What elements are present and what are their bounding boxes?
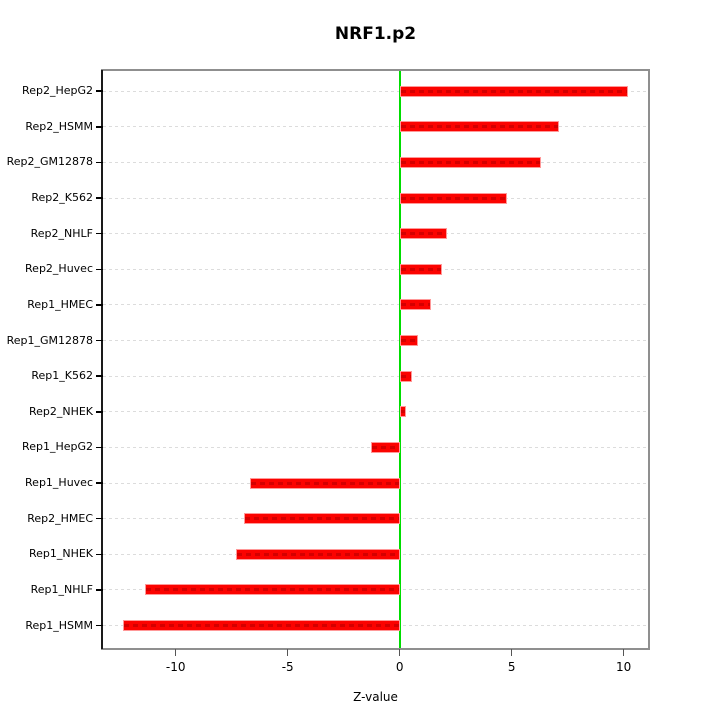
gridline [103,340,648,342]
y-axis-tick [96,482,103,484]
bar [399,228,447,240]
y-axis-tick [96,197,103,199]
bar [145,584,400,596]
y-tick-label: Rep2_NHEK [28,404,93,418]
bar-dash-pattern [250,481,399,485]
y-tick-label: Rep2_HepG2 [22,84,93,98]
bar [371,441,400,453]
y-tick-label: Rep1_GM12878 [6,333,93,347]
bar-dash-pattern [244,517,399,521]
bar [123,620,400,631]
x-axis-tick [622,649,625,656]
y-axis-tick [96,232,103,235]
bar-dash-pattern [400,374,411,378]
bar [243,513,400,525]
y-axis-tick [96,304,103,306]
x-tick-label: -10 [165,660,186,674]
y-axis-tick [96,339,103,342]
bar-dash-pattern [400,267,442,271]
y-axis-tick [96,90,103,92]
y-axis-tick [96,589,103,591]
bar-dash-pattern [400,89,628,93]
bar-dash-pattern [400,125,558,129]
x-axis-tick [286,649,289,656]
zero-line [398,71,401,648]
x-axis-tick [174,649,177,656]
bar-dash-pattern [400,232,446,236]
gridline [103,90,648,92]
bar [399,156,541,168]
y-axis-tick [96,375,103,377]
y-tick-label: Rep1_HSMM [25,618,93,632]
y-tick-label: Rep1_NHLF [30,582,93,596]
y-tick-label: Rep2_Huvec [25,262,93,276]
y-tick-label: Rep1_K562 [31,369,93,383]
bar-dash-pattern [400,196,507,200]
y-tick-label: Rep2_GM12878 [6,155,93,169]
x-axis-tick [398,649,401,656]
gridline [103,126,648,128]
y-axis-tick [96,624,103,627]
y-tick-label: Rep1_HMEC [27,297,93,311]
y-tick-label: Rep2_K562 [31,191,93,205]
plot-area [101,69,650,650]
bar [399,263,443,275]
y-tick-label: Rep1_Huvec [25,476,93,490]
y-axis-tick [96,517,103,520]
gridline [103,268,648,270]
y-axis-tick [96,553,103,555]
bar [399,370,412,382]
gridline [103,233,648,235]
y-tick-label: Rep2_HMEC [27,511,93,525]
y-tick-label: Rep2_HSMM [25,119,93,133]
x-tick-label: -5 [281,660,294,674]
bar [399,192,508,204]
y-axis-tick [96,411,103,413]
bar-dash-pattern [400,339,417,343]
bar-dash-pattern [124,624,399,627]
bar-dash-pattern [237,552,399,556]
gridline [103,411,648,413]
gridline [103,197,648,199]
bar [249,477,400,489]
x-axis-tick [510,649,513,656]
chart-title: NRF1.p2 [334,24,417,44]
gridline [103,161,648,163]
bar-dash-pattern [400,160,540,164]
bar-dash-pattern [372,445,399,449]
bar-dash-pattern [400,410,406,414]
bar [399,299,432,311]
bar [399,121,559,133]
x-tick-label: 10 [616,660,632,674]
y-tick-label: Rep2_NHLF [30,226,93,240]
bar [399,335,418,347]
y-axis-tick [96,446,103,449]
y-axis-line [101,70,103,649]
y-axis-tick [96,268,103,271]
x-tick-label: 0 [395,660,404,674]
bar-dash-pattern [400,303,431,307]
y-tick-label: Rep1_HepG2 [22,440,93,454]
bar-dash-pattern [146,588,399,592]
y-axis-tick [96,126,103,128]
bar [399,406,407,418]
bar [236,548,400,560]
y-axis-tick [96,161,103,164]
bar [399,85,629,97]
x-axis-title: Z-value [353,690,398,704]
y-tick-label: Rep1_NHEK [28,547,93,561]
gridline [103,375,648,377]
x-tick-label: 5 [507,660,516,674]
gridline [103,304,648,306]
